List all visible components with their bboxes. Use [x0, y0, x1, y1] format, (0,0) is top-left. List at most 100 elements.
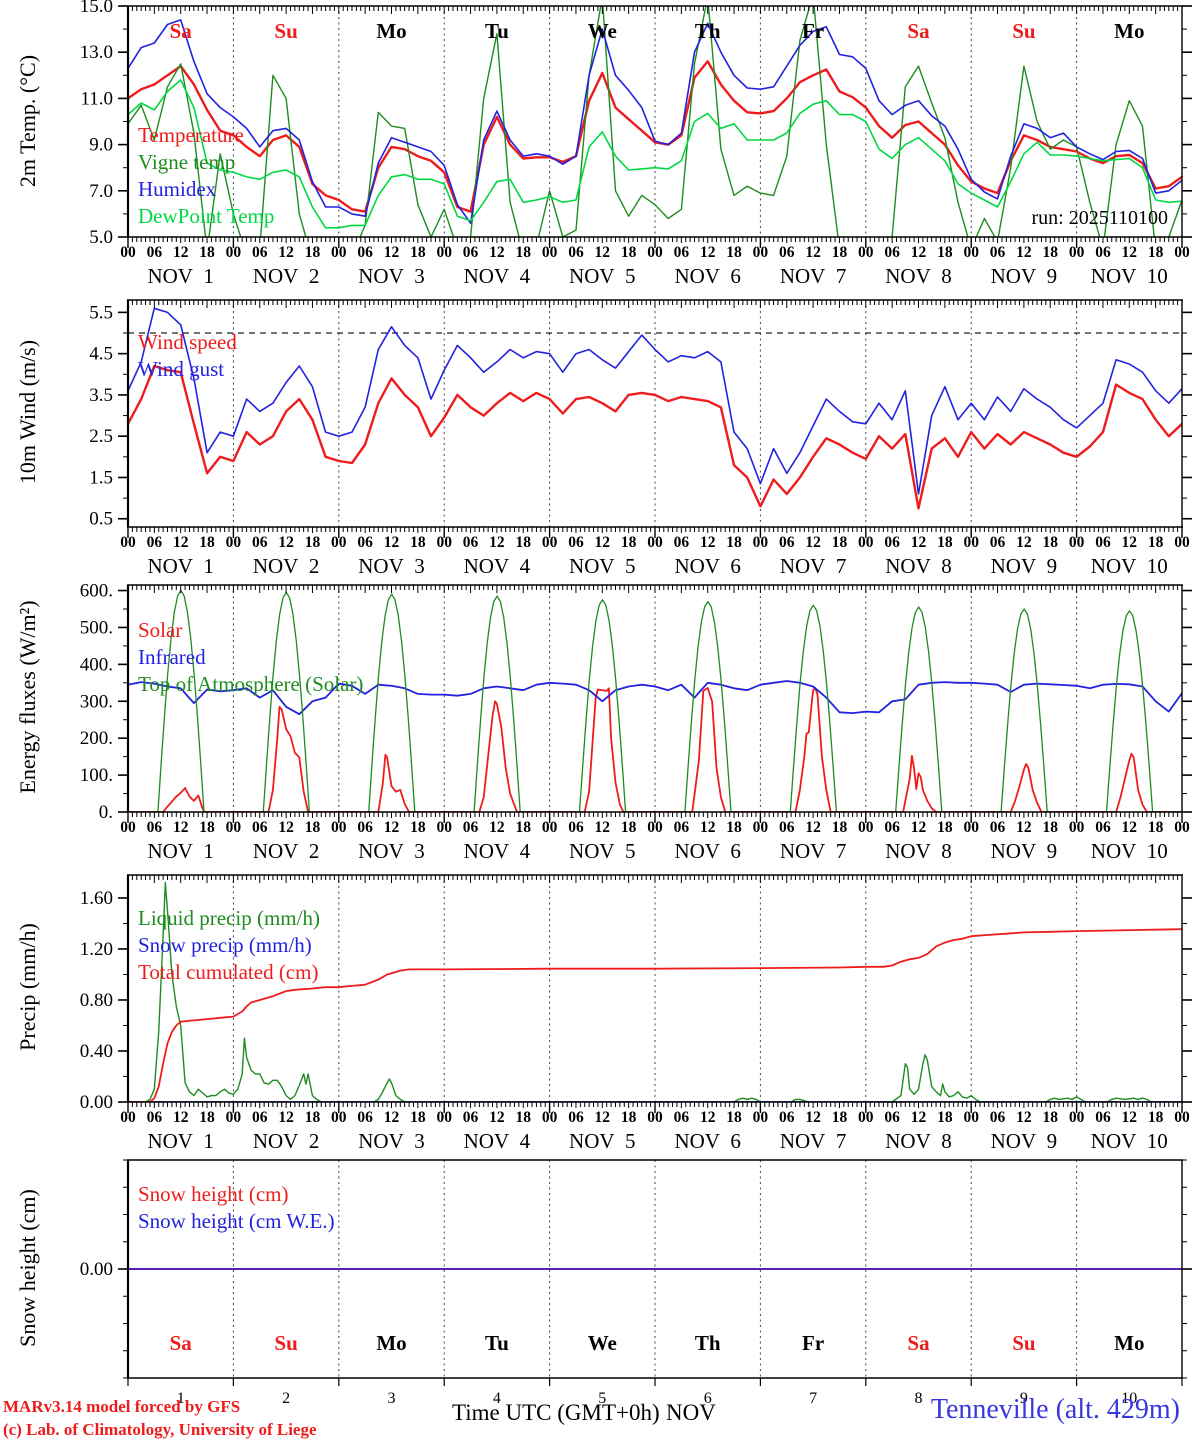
hour-tick-label: 18	[1148, 244, 1164, 261]
station-title: Tenneville (alt. 429m)	[930, 1394, 1180, 1425]
hour-tick-label: 12	[278, 1109, 294, 1126]
legend-item-toa: Top of Atmosphere (Solar)	[138, 672, 364, 696]
hour-tick-label: 12	[1016, 1109, 1032, 1126]
day-number-label: 7	[809, 1390, 817, 1407]
y-tick-label: 200.	[80, 728, 113, 749]
legend-item-snow-precip: Snow precip (mm/h)	[138, 933, 312, 957]
hour-tick-label: 00	[1069, 534, 1085, 551]
hour-tick-label: 06	[674, 819, 690, 836]
hour-tick-label: 18	[726, 534, 742, 551]
hour-tick-label: 06	[357, 244, 373, 261]
hour-tick-label: 00	[542, 244, 558, 261]
day-name-label: Sa	[170, 1331, 193, 1355]
y-tick-label: 15.0	[80, 0, 113, 17]
hour-tick-label: 06	[568, 534, 584, 551]
day-name-label: Mo	[376, 1331, 406, 1355]
hour-tick-label: 06	[674, 1109, 690, 1126]
hour-tick-label: 00	[858, 819, 874, 836]
legend-flux-panel: Solar Infrared Top of Atmosphere (Solar)	[138, 617, 363, 698]
date-label: NOV 7	[780, 1129, 847, 1153]
hour-tick-label: 18	[937, 1109, 953, 1126]
legend-item-temperature: Temperature	[138, 123, 244, 147]
hour-tick-label: 18	[832, 534, 848, 551]
hour-tick-label: 18	[726, 244, 742, 261]
day-number-label: 6	[704, 1390, 712, 1407]
date-label: NOV 4	[464, 1129, 531, 1153]
hour-tick-label: 12	[911, 819, 927, 836]
hour-tick-label: 00	[1069, 1109, 1085, 1126]
legend-item-solar: Solar	[138, 618, 183, 642]
series-dewpoint-temp	[128, 79, 1182, 229]
date-label: NOV 9	[991, 554, 1058, 578]
series-solar	[128, 687, 1182, 812]
day-name-label: We	[588, 19, 617, 43]
hour-tick-label: 00	[331, 244, 347, 261]
day-number-label: 5	[598, 1390, 606, 1407]
panel-0: 5.0 7.0 9.0 11.0 13.0 15.0 00 06 12 18 NOV 1 00 06 12…	[80, 0, 1192, 288]
y-tick-label: 5.5	[89, 302, 113, 323]
legend-item-infrared: Infrared	[138, 645, 206, 669]
date-label: NOV 10	[1091, 839, 1168, 863]
hour-tick-label: 12	[595, 244, 611, 261]
hour-tick-label: 12	[278, 534, 294, 551]
hour-tick-label: 06	[884, 244, 900, 261]
hour-tick-label: 12	[384, 534, 400, 551]
hour-tick-label: 12	[489, 1109, 505, 1126]
day-name-label: Sa	[170, 19, 193, 43]
hour-tick-label: 06	[147, 1109, 163, 1126]
hour-tick-label: 18	[1148, 1109, 1164, 1126]
run-label: run: 2025110100	[1031, 207, 1168, 229]
hour-tick-label: 12	[1016, 244, 1032, 261]
hour-tick-label: 18	[410, 819, 426, 836]
hour-tick-label: 18	[1043, 534, 1059, 551]
hour-tick-label: 18	[621, 819, 637, 836]
y-tick-label: 0.00	[80, 1259, 113, 1280]
hour-tick-label: 12	[805, 244, 821, 261]
hour-tick-label: 00	[542, 534, 558, 551]
hour-tick-label: 00	[1174, 534, 1190, 551]
y-tick-label: 100.	[80, 765, 113, 786]
legend-item-vigne-temp: Vigne temp	[138, 150, 236, 174]
hour-tick-label: 00	[542, 1109, 558, 1126]
hour-tick-label: 12	[1122, 1109, 1138, 1126]
hour-tick-label: 12	[595, 819, 611, 836]
hour-tick-label: 00	[753, 819, 769, 836]
hour-tick-label: 00	[436, 534, 452, 551]
hour-tick-label: 06	[463, 534, 479, 551]
hour-tick-label: 00	[226, 244, 242, 261]
hour-tick-label: 06	[357, 1109, 373, 1126]
day-name-label: Su	[274, 1331, 298, 1355]
hour-tick-label: 00	[753, 534, 769, 551]
hour-tick-label: 12	[489, 244, 505, 261]
hour-tick-label: 06	[463, 244, 479, 261]
hour-tick-label: 00	[542, 819, 558, 836]
date-label: NOV 7	[780, 264, 847, 288]
y-tick-label: 1.5	[89, 467, 113, 488]
hour-tick-label: 06	[1095, 819, 1111, 836]
y-tick-label: 3.5	[89, 385, 113, 406]
hour-tick-label: 00	[1174, 244, 1190, 261]
hour-tick-label: 06	[147, 534, 163, 551]
hour-tick-label: 18	[621, 534, 637, 551]
date-label: NOV 9	[991, 839, 1058, 863]
day-number-label: 10	[1121, 1390, 1137, 1407]
date-label: NOV 1	[147, 264, 214, 288]
date-label: NOV 3	[358, 839, 425, 863]
hour-tick-label: 18	[621, 244, 637, 261]
day-name-label: Tu	[485, 1331, 509, 1355]
day-name-label: Su	[1012, 19, 1036, 43]
hour-tick-label: 12	[278, 244, 294, 261]
date-label: NOV 4	[464, 839, 531, 863]
hour-tick-label: 18	[410, 244, 426, 261]
series-total-cumulated-cm-	[128, 928, 1182, 1102]
hour-tick-label: 00	[226, 819, 242, 836]
legend-snow-panel: Snow height (cm) Snow height (cm W.E.)	[138, 1181, 335, 1235]
hour-tick-label: 12	[700, 244, 716, 261]
hour-tick-label: 00	[436, 244, 452, 261]
hour-tick-label: 12	[805, 819, 821, 836]
legend-item-humidex: Humidex	[138, 177, 217, 201]
date-label: NOV 1	[147, 1129, 214, 1153]
y-tick-label: 300.	[80, 691, 113, 712]
hour-tick-label: 18	[305, 244, 321, 261]
